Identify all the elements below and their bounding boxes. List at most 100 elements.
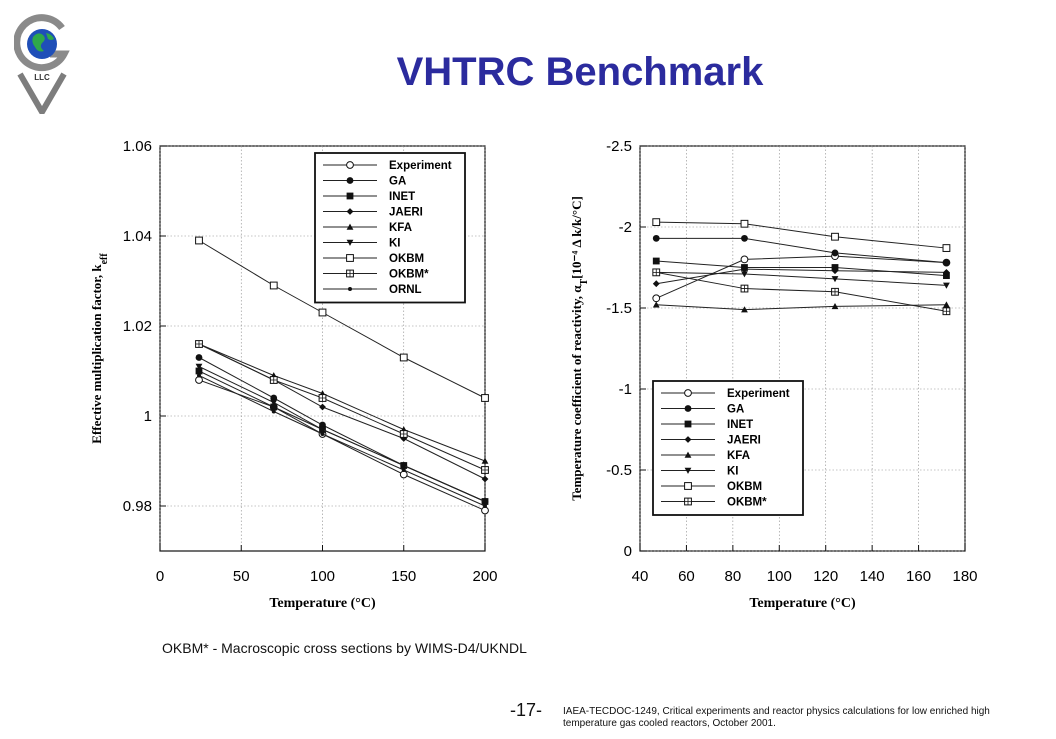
point-okbm-star [481,466,489,474]
legend-entry-jaeri: JAERI [323,207,423,219]
legend-entry-okbm-star: OKBM* [323,269,429,281]
point-ornl [197,373,201,378]
legend-label: KFA [389,222,412,234]
x-tick-label: 60 [678,568,695,585]
legend-label: OKBM [727,481,762,493]
point-okbm [195,236,203,245]
legend-entry-ki: KI [323,238,401,250]
legend-label: GA [389,176,406,188]
legend-label: JAERI [389,207,423,219]
point-jaeri [831,267,839,275]
legend-label: OKBM* [389,269,429,281]
point-okbm-star [942,307,951,316]
point-okbm [740,219,749,228]
legend-marker [348,287,352,291]
x-tick-label: 50 [233,568,250,585]
legend-marker [346,254,354,262]
legend-entry-ga: GA [661,404,744,416]
legend-marker-cross [684,498,692,505]
point-inet [195,367,203,375]
series-kfa [652,301,950,313]
y-tick-label: 0.98 [123,498,152,515]
point-experiment [652,294,661,303]
point-ki [319,426,326,433]
citation: IAEA-TECDOC-1249, Critical experiments a… [563,706,990,729]
series-line-ki [656,271,947,286]
legend-label: Experiment [727,388,790,400]
point-okbm-star [318,394,327,402]
point-ornl [401,468,406,472]
k-eff-chart: 0 50 100 150 200 0.98 1 1.02 1.04 1.06 Temperature… [85,128,515,633]
x-tick-label: 100 [767,568,792,585]
legend-label: GA [727,404,744,416]
series-okbm [195,236,489,402]
point-experiment [399,470,408,479]
legend-entry-kfa: KFA [661,450,750,462]
page-number: -17- [510,700,543,720]
legend-marker [684,436,692,443]
legend-entry-ornl: ORNL [323,284,422,296]
series-line-ga [656,237,947,264]
point-kfa [741,306,748,313]
y-axis-label-units: [10⁻⁴ Δ k/k/°C] [569,196,584,279]
point-okbm-star-cross [319,394,326,402]
legend-marker-cross [346,270,354,277]
point-okbm-star-cross [195,340,203,348]
point-okbm-star-cross [270,376,278,384]
series-okbm-star [652,268,951,316]
point-ki [741,271,748,278]
legend: Experiment GA INET JAERI KFA KI OKBM OKBM* [652,380,804,516]
series-okbm-star [195,340,489,474]
point-ga [943,259,950,267]
k-eff-chart-svg: 0 50 100 150 200 0.98 1 1.02 1.04 1.06 Temperature… [89,138,498,611]
legend-entry-ga: GA [323,176,406,188]
legend-label: OKBM [389,253,424,265]
y-tick-label: 1 [144,408,152,425]
point-ki [943,282,950,289]
point-ga [270,394,278,402]
logo-text: LLC [34,73,50,82]
legend-marker [684,497,692,506]
point-ga [831,249,839,257]
legend-label: JAERI [727,435,761,447]
legend-marker [346,269,354,278]
point-okbm [318,308,327,317]
legend-marker [684,389,692,397]
point-jaeri [319,403,326,411]
y-axis-label-sub: T [579,278,590,285]
y-tick-label: 1.04 [123,228,152,245]
point-okbm-star-cross [652,268,660,276]
legend-entry-ki: KI [661,466,739,478]
y-axis-label-main: Temperature coefficient of reactivity, α [569,285,584,501]
series-line-kfa [656,304,947,311]
legend-entry-inet: INET [323,191,415,203]
legend-label: INET [389,191,415,203]
y-axis-label: Temperature coefficient of reactivity, α… [569,196,590,501]
legend-entry-okbm: OKBM [323,253,424,265]
company-logo: LLC [13,14,70,115]
x-tick-label: 150 [391,568,416,585]
series-jaeri [652,265,950,288]
legend-marker [346,161,354,169]
slide-title: VHTRC Benchmark [396,50,764,94]
legend-marker [346,239,354,246]
series-ga [652,234,950,267]
legend-label: ORNL [389,284,422,296]
x-tick-label: 80 [725,568,742,585]
point-okbm-star [269,376,278,384]
x-tick-label: 180 [952,568,977,585]
y-tick-label: -1.5 [606,300,632,317]
legend-label: KFA [727,450,750,462]
series-line-jaeri [656,268,947,285]
point-kfa [831,302,839,310]
point-jaeri [652,280,660,288]
point-okbm-star-cross [943,307,950,315]
point-inet [652,257,660,265]
point-okbm-star [831,287,839,296]
point-inet [270,403,278,411]
point-ga [741,234,748,242]
legend-entry-kfa: KFA [323,222,412,234]
point-okbm-star [399,430,408,438]
point-okbm-star [740,284,749,293]
legend-entry-inet: INET [661,419,753,431]
